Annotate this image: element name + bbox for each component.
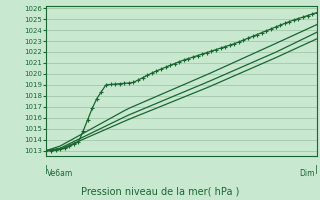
- Text: |: |: [316, 165, 318, 174]
- Text: Pression niveau de la mer( hPa ): Pression niveau de la mer( hPa ): [81, 186, 239, 196]
- Text: |: |: [45, 165, 48, 174]
- Text: Dim: Dim: [300, 169, 315, 178]
- Text: Ve6am: Ve6am: [47, 169, 74, 178]
